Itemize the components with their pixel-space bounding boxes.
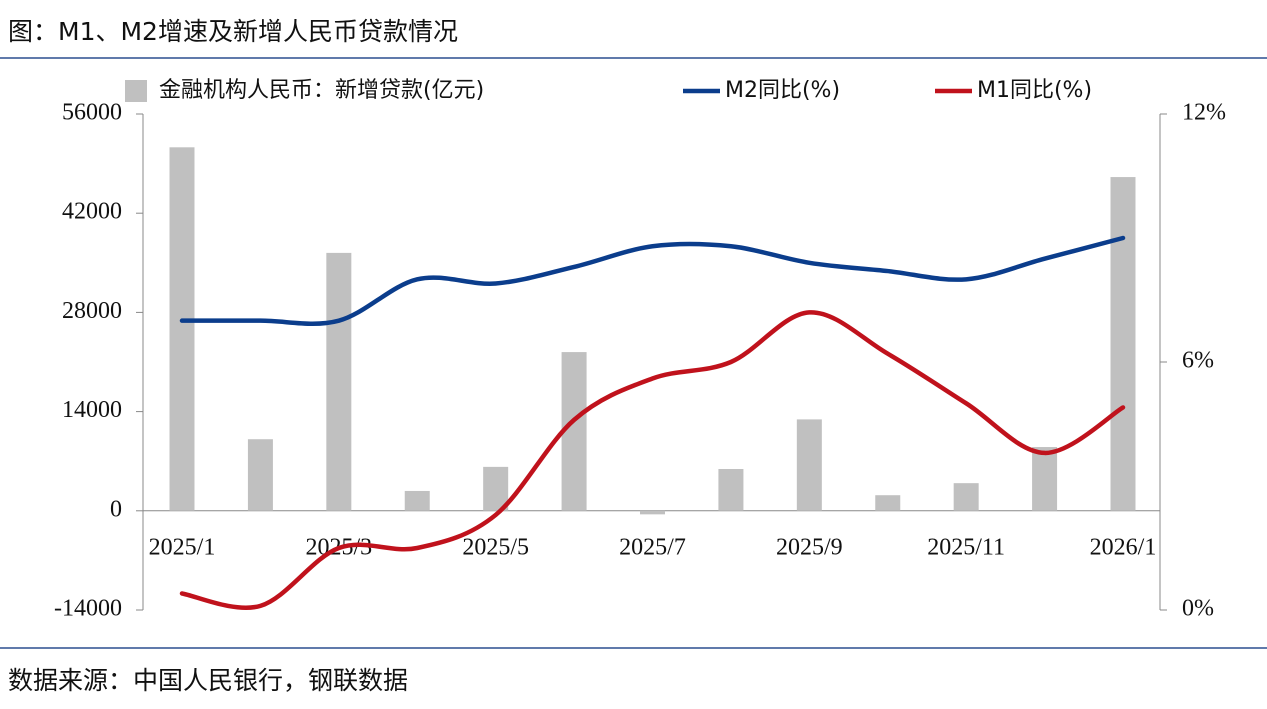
- bar: [247, 439, 273, 511]
- legend-label: M1同比(%): [977, 78, 1092, 103]
- line-series: [179, 310, 1126, 610]
- legend-label: M2同比(%): [725, 78, 840, 103]
- x-tick-label: 2025/11: [927, 535, 1005, 561]
- y-tick-label: 56000: [62, 100, 122, 126]
- chart-title: 图：M1、M2增速及新增人民币贷款情况: [8, 17, 458, 46]
- bar: [1110, 177, 1136, 511]
- line-series: [179, 235, 1126, 326]
- bar: [326, 252, 352, 511]
- bar: [640, 510, 665, 515]
- legend-swatch: [125, 80, 147, 102]
- y-tick-label: 42000: [62, 199, 122, 225]
- y2-tick-label: 0%: [1182, 596, 1214, 622]
- bar: [483, 466, 509, 511]
- bar: [718, 468, 744, 511]
- y2-tick-label: 6%: [1182, 348, 1214, 374]
- bar: [1032, 447, 1058, 511]
- bar: [953, 483, 979, 511]
- source-note: 数据来源：中国人民银行，钢联数据: [8, 666, 408, 695]
- x-tick-label: 2026/1: [1090, 535, 1157, 561]
- y-tick-label: 0: [110, 496, 122, 522]
- legend-label: 金融机构人民币：新增贷款(亿元): [159, 78, 484, 103]
- x-tick-label: 2025/1: [149, 535, 216, 561]
- x-tick-label: 2025/7: [619, 535, 686, 561]
- y-tick-label: -14000: [54, 596, 122, 622]
- y-tick-label: 14000: [62, 397, 122, 423]
- y-tick-label: 28000: [62, 298, 122, 324]
- bar: [404, 490, 430, 511]
- x-tick-label: 2025/5: [462, 535, 529, 561]
- bar: [796, 419, 822, 511]
- bar: [169, 147, 195, 511]
- bar: [875, 495, 901, 511]
- y2-tick-label: 12%: [1182, 100, 1226, 126]
- x-tick-label: 2025/9: [776, 535, 843, 561]
